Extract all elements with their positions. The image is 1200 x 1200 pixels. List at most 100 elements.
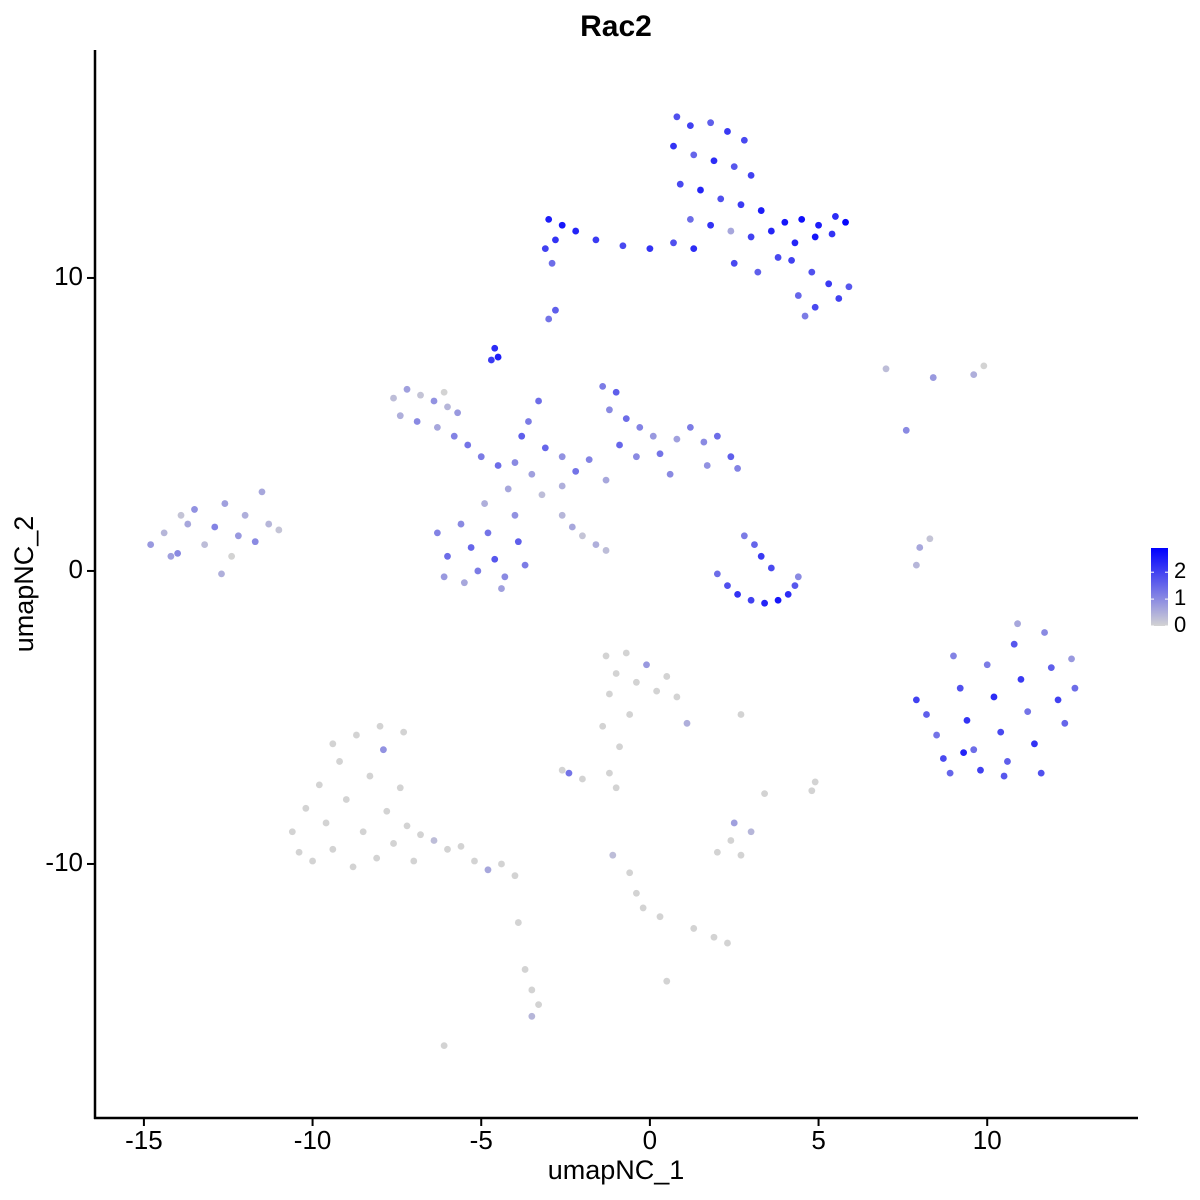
point [410, 857, 418, 865]
point [737, 201, 745, 209]
point [757, 552, 765, 560]
point [956, 684, 964, 692]
point [498, 860, 505, 868]
x-tick-label: -5 [470, 1125, 493, 1155]
point [832, 213, 839, 220]
point [599, 382, 607, 390]
point [713, 848, 721, 856]
point [653, 687, 661, 695]
point [487, 356, 495, 364]
point [201, 541, 209, 548]
point [626, 869, 634, 877]
point [528, 1012, 536, 1020]
point [700, 438, 708, 446]
point [761, 599, 768, 607]
colorbar [1151, 548, 1168, 626]
point [673, 113, 681, 121]
point [697, 186, 704, 194]
point [923, 711, 930, 718]
point [977, 766, 984, 774]
point [970, 746, 978, 754]
point [349, 863, 357, 871]
point [413, 418, 421, 425]
point [1061, 719, 1069, 727]
point [757, 207, 765, 214]
point [663, 673, 671, 680]
point [511, 511, 519, 519]
point [902, 426, 910, 434]
point [191, 506, 198, 513]
point [690, 151, 698, 159]
point [646, 245, 654, 253]
point [390, 840, 397, 847]
point [1068, 655, 1075, 663]
point [275, 526, 283, 534]
point [602, 547, 610, 554]
point [950, 652, 957, 660]
point [1024, 708, 1032, 716]
point [572, 227, 580, 235]
point [690, 245, 698, 253]
point [147, 541, 155, 548]
point [808, 787, 816, 795]
point [990, 693, 998, 701]
point [592, 236, 600, 244]
point [929, 374, 937, 381]
point [1054, 696, 1062, 704]
point [440, 573, 448, 581]
point [686, 122, 694, 129]
point [535, 1001, 542, 1009]
point [801, 312, 809, 320]
point [558, 221, 566, 229]
point [403, 822, 411, 830]
point [737, 711, 745, 718]
colorbar-label: 2 [1174, 558, 1186, 583]
y-tick-label: 0 [69, 554, 83, 584]
point [980, 362, 988, 370]
point [761, 790, 768, 798]
point [228, 552, 236, 560]
point [440, 1042, 448, 1050]
point [686, 215, 694, 223]
point [535, 397, 542, 405]
point [710, 933, 718, 941]
point [454, 409, 462, 417]
point [946, 769, 954, 777]
point [477, 453, 485, 461]
point [970, 371, 978, 379]
point [767, 564, 775, 572]
point [612, 388, 620, 396]
point [521, 561, 529, 569]
point [912, 696, 920, 704]
point [997, 728, 1005, 736]
point [737, 851, 745, 859]
point [460, 579, 468, 587]
point [430, 837, 438, 844]
point [504, 485, 512, 493]
point [683, 719, 691, 727]
point [579, 532, 586, 540]
point [882, 365, 890, 373]
point [568, 523, 576, 531]
point [747, 233, 755, 241]
point [828, 230, 836, 238]
point [498, 585, 505, 592]
point [491, 555, 499, 563]
point [633, 453, 640, 461]
point [1037, 769, 1045, 777]
point [400, 728, 408, 736]
point [707, 119, 715, 127]
point [606, 406, 613, 414]
point [713, 570, 721, 578]
point [430, 397, 438, 405]
point [602, 476, 610, 484]
y-tick-label: 10 [54, 261, 83, 291]
point [585, 456, 593, 464]
point [484, 529, 492, 537]
point [221, 500, 229, 507]
point [336, 758, 343, 765]
point [234, 532, 242, 540]
point [794, 573, 802, 581]
point [609, 851, 617, 859]
point [815, 221, 822, 229]
